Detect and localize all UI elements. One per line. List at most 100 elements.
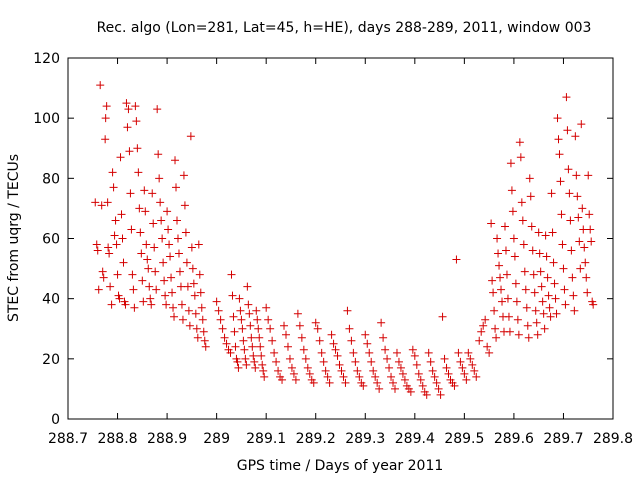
data-point	[242, 360, 251, 369]
data-point	[93, 246, 102, 255]
y-tick-label: 60	[42, 232, 60, 248]
data-point	[222, 339, 231, 348]
data-point	[361, 330, 370, 339]
data-point	[375, 384, 384, 393]
data-point	[168, 288, 177, 297]
data-point	[510, 252, 519, 261]
data-point	[549, 258, 558, 267]
data-point	[103, 198, 112, 207]
y-tick-label: 100	[33, 111, 60, 127]
data-point	[438, 312, 447, 321]
data-point	[585, 210, 594, 219]
data-point	[297, 333, 306, 342]
data-point	[233, 357, 242, 366]
data-point	[172, 183, 181, 192]
x-tick-label: 288.9	[147, 431, 187, 447]
data-point	[477, 327, 486, 336]
data-point	[214, 306, 223, 315]
data-point	[124, 105, 133, 114]
data-point	[507, 186, 516, 195]
data-point	[244, 300, 253, 309]
data-point	[226, 348, 235, 357]
data-point	[245, 309, 254, 318]
x-tick-label: 289.1	[246, 431, 286, 447]
data-point	[530, 288, 539, 297]
data-point	[141, 207, 150, 216]
data-point	[112, 240, 121, 249]
y-tick-label: 80	[42, 171, 60, 187]
data-point	[442, 363, 451, 372]
data-point	[541, 231, 550, 240]
data-point	[450, 381, 459, 390]
data-point	[432, 378, 441, 387]
data-point	[230, 327, 239, 336]
data-point	[418, 381, 427, 390]
data-point	[564, 165, 573, 174]
data-point	[389, 378, 398, 387]
data-point	[231, 342, 240, 351]
data-point	[189, 279, 198, 288]
data-point	[436, 390, 445, 399]
data-point	[545, 303, 554, 312]
data-point	[580, 243, 589, 252]
data-point	[488, 276, 497, 285]
data-point	[285, 354, 294, 363]
data-point	[387, 372, 396, 381]
data-point	[581, 258, 590, 267]
data-point	[123, 123, 132, 132]
data-point	[518, 216, 527, 225]
data-point	[481, 315, 490, 324]
data-point	[377, 318, 386, 327]
data-point	[96, 81, 105, 90]
data-point	[146, 294, 155, 303]
data-point	[586, 225, 595, 234]
data-point	[133, 144, 142, 153]
data-point	[466, 354, 475, 363]
data-point	[182, 258, 191, 267]
data-point	[190, 291, 199, 300]
data-point	[563, 126, 572, 135]
data-point	[101, 135, 110, 144]
data-point	[331, 345, 340, 354]
data-point	[163, 207, 172, 216]
data-point	[430, 372, 439, 381]
data-point	[337, 366, 346, 375]
data-point	[283, 342, 292, 351]
x-axis-label: GPS time / Days of year 2011	[237, 458, 444, 474]
data-point	[255, 333, 264, 342]
data-point	[173, 234, 182, 243]
data-point	[400, 375, 409, 384]
data-point	[589, 300, 598, 309]
data-point	[325, 378, 334, 387]
data-point	[587, 237, 596, 246]
data-point	[568, 273, 577, 282]
data-point	[557, 210, 566, 219]
data-point	[162, 300, 171, 309]
data-point	[572, 171, 581, 180]
data-point	[512, 297, 521, 306]
data-point	[492, 333, 501, 342]
data-point	[154, 150, 163, 159]
y-tick-label: 40	[42, 292, 60, 308]
data-point	[144, 264, 153, 273]
data-point	[104, 243, 113, 252]
data-point	[347, 336, 356, 345]
data-point	[169, 303, 178, 312]
data-point	[410, 351, 419, 360]
x-tick-label: 289.8	[593, 431, 633, 447]
data-point	[561, 300, 570, 309]
data-point	[385, 363, 394, 372]
data-point	[398, 369, 407, 378]
data-point	[313, 324, 322, 333]
data-point	[212, 297, 221, 306]
data-point	[456, 357, 465, 366]
data-point	[515, 138, 524, 147]
data-point	[321, 366, 330, 375]
data-point	[462, 375, 471, 384]
x-tick-label: 289.7	[543, 431, 583, 447]
data-point	[109, 183, 118, 192]
data-point	[260, 372, 269, 381]
data-point	[293, 309, 302, 318]
data-point	[287, 363, 296, 372]
data-point	[359, 381, 368, 390]
